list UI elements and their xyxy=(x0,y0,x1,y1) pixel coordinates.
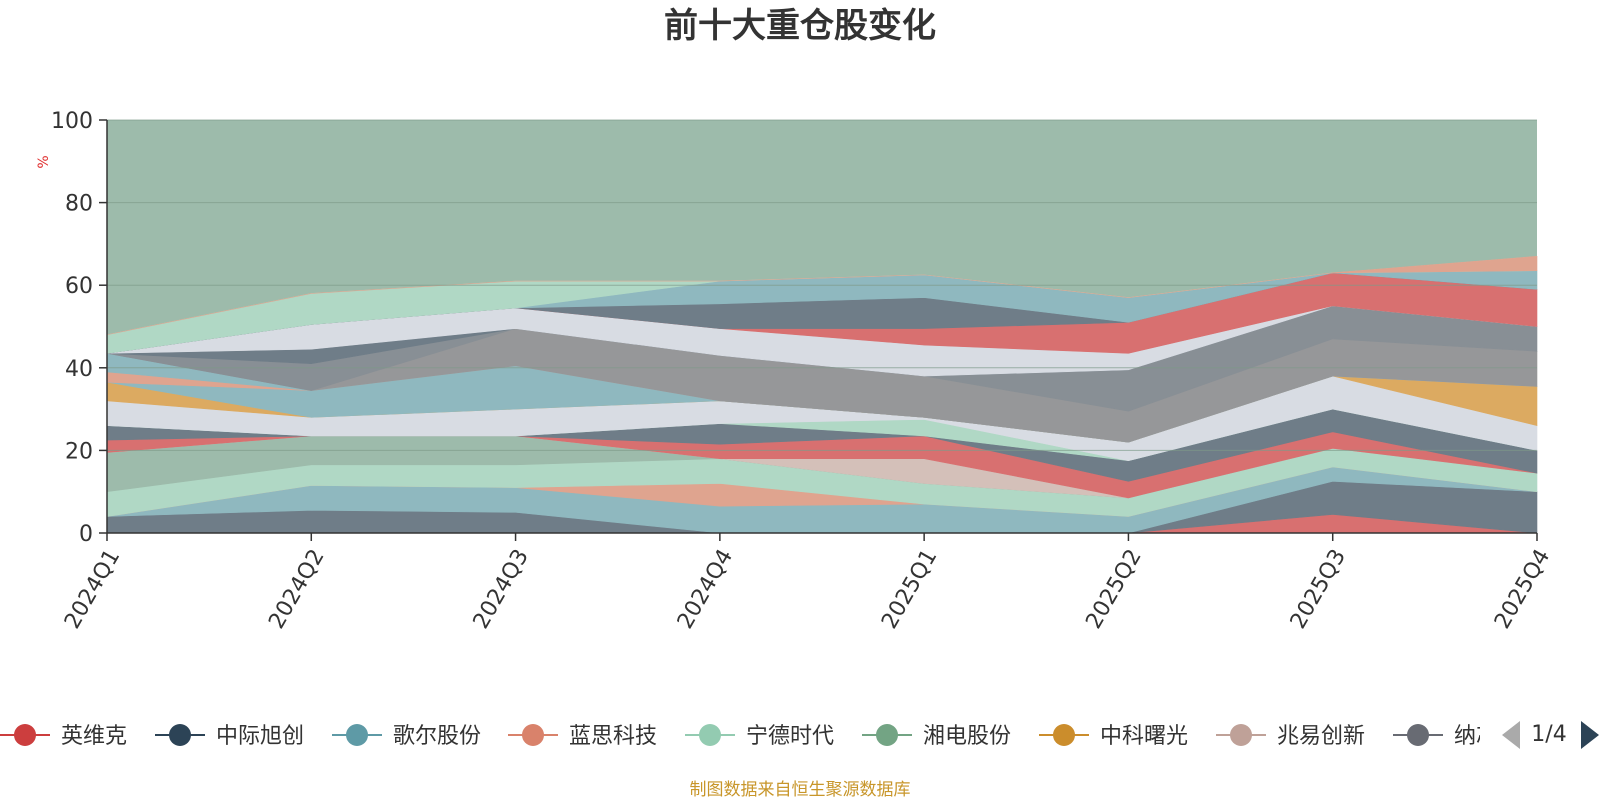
legend-marker xyxy=(876,724,898,746)
triangle-right-icon[interactable] xyxy=(1581,721,1599,749)
legend-item[interactable]: 宁德时代 xyxy=(685,724,834,749)
y-tick-label: 0 xyxy=(79,522,93,547)
legend-label: 中科曙光 xyxy=(1100,724,1188,749)
legend-marker xyxy=(14,724,36,746)
y-tick-label: 80 xyxy=(65,192,93,217)
legend-label: 宁德时代 xyxy=(746,724,834,749)
legend-marker xyxy=(346,724,368,746)
legend: 英维克 中际旭创 歌尔股份 蓝思科技 宁德时代 湘电股份 中科曙光 兆易创新 纳芯微 xyxy=(0,724,1520,749)
y-axis-unit: % xyxy=(36,155,52,168)
legend-item[interactable]: 蓝思科技 xyxy=(508,724,657,749)
legend-marker xyxy=(169,724,191,746)
x-tick-label: 2025Q1 xyxy=(877,545,942,633)
legend-marker xyxy=(1230,724,1252,746)
x-tick-label: 2025Q3 xyxy=(1286,545,1351,633)
legend-label: 兆易创新 xyxy=(1277,724,1365,749)
y-tick-label: 60 xyxy=(65,274,93,299)
legend-label: 湘电股份 xyxy=(923,724,1011,749)
legend-label: 纳芯微 xyxy=(1454,724,1520,749)
triangle-left-icon[interactable] xyxy=(1502,721,1520,749)
legend-pager: 1/4 xyxy=(1502,721,1599,749)
grid-lines xyxy=(107,119,1537,451)
legend-label: 歌尔股份 xyxy=(393,724,481,749)
x-tick-label: 2025Q2 xyxy=(1081,545,1146,633)
source-note: 制图数据来自恒生聚源数据库 xyxy=(690,780,911,800)
legend-page-indicator: 1/4 xyxy=(1531,722,1566,747)
area-band-remainder xyxy=(107,120,1537,335)
legend-item[interactable]: 纳芯微 xyxy=(1393,724,1520,749)
x-tick-label: 2024Q2 xyxy=(264,545,329,633)
y-tick-label: 100 xyxy=(51,109,93,134)
legend-item[interactable]: 湘电股份 xyxy=(862,724,1011,749)
x-tick-label: 2024Q1 xyxy=(60,545,125,633)
legend-label: 英维克 xyxy=(61,724,127,749)
legend-item[interactable]: 中科曙光 xyxy=(1039,724,1188,749)
legend-label: 蓝思科技 xyxy=(569,724,657,749)
legend-item[interactable]: 歌尔股份 xyxy=(332,724,481,749)
legend-marker xyxy=(522,724,544,746)
legend-items: 英维克 中际旭创 歌尔股份 蓝思科技 宁德时代 湘电股份 中科曙光 兆易创新 纳芯微 xyxy=(0,724,1520,749)
chart-title: 前十大重仓股变化 xyxy=(664,6,936,46)
legend-label: 中际旭创 xyxy=(216,724,304,749)
area-bands xyxy=(106,120,1538,534)
area-band xyxy=(106,255,1538,336)
y-tick-label: 20 xyxy=(65,439,93,464)
legend-item[interactable]: 英维克 xyxy=(0,724,127,749)
x-tick-label: 2024Q3 xyxy=(469,545,534,633)
legend-marker xyxy=(699,724,721,746)
x-tick-label: 2025Q4 xyxy=(1490,545,1555,633)
y-tick-label: 40 xyxy=(65,357,93,382)
legend-item[interactable]: 中际旭创 xyxy=(155,724,304,749)
x-tick-label: 2024Q4 xyxy=(673,545,738,633)
legend-item[interactable]: 兆易创新 xyxy=(1216,724,1365,749)
legend-marker xyxy=(1053,724,1075,746)
legend-marker xyxy=(1407,724,1429,746)
